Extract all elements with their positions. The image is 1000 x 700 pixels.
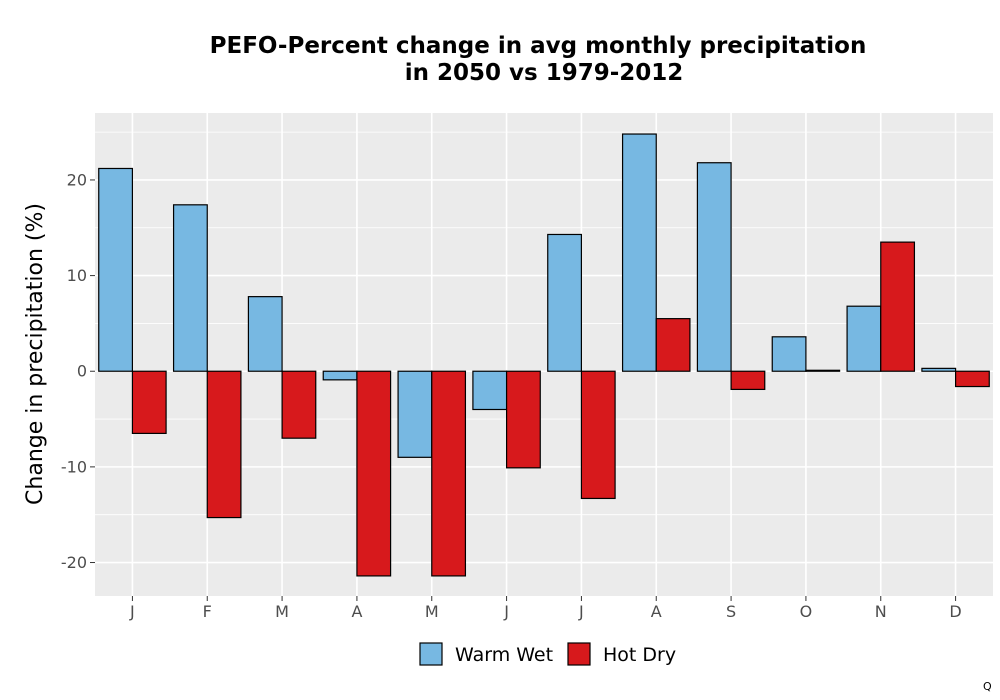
- bar-hot-dry-12: [954, 370, 990, 388]
- x-tick-label: J: [129, 602, 135, 621]
- x-tick-label: F: [203, 602, 212, 621]
- bar-warm-wet-12: [921, 367, 957, 372]
- bar-warm-wet-10: [771, 336, 807, 372]
- bars: [98, 133, 990, 577]
- x-tick-label: J: [578, 602, 584, 621]
- bar-warm-wet-6: [472, 370, 508, 411]
- y-tick-label: -10: [61, 457, 87, 476]
- legend-label-warm-wet: Warm Wet: [455, 644, 553, 666]
- x-tick-label: M: [425, 602, 439, 621]
- legend-label-hot-dry: Hot Dry: [603, 644, 676, 666]
- bar-hot-dry-3: [281, 370, 317, 439]
- x-tick-label: M: [275, 602, 289, 621]
- bar-warm-wet-7: [547, 233, 583, 372]
- bar-warm-wet-3: [247, 296, 283, 372]
- legend-key-hot-dry: [567, 642, 591, 666]
- y-axis-title: Change in precipitation (%): [23, 203, 48, 505]
- y-tick-label: 10: [67, 266, 87, 285]
- y-tick-label: -20: [61, 553, 87, 572]
- x-tick-label: O: [800, 602, 813, 621]
- plot-panel: [95, 113, 993, 596]
- x-tick-label: D: [949, 602, 961, 621]
- bar-hot-dry-7: [580, 370, 616, 500]
- bar-hot-dry-6: [505, 370, 541, 469]
- y-axis-ticks: -20 -10 0 10 20: [61, 170, 95, 572]
- legend: Warm Wet Hot Dry: [419, 642, 676, 666]
- bar-warm-wet-8: [621, 133, 657, 372]
- bar-warm-wet-5: [397, 370, 433, 458]
- chart-subtitle: in 2050 vs 1979-2012: [405, 60, 684, 86]
- bar-hot-dry-8: [655, 318, 691, 372]
- bar-hot-dry-11: [880, 241, 916, 372]
- x-tick-label: A: [651, 602, 662, 621]
- grid-minor: [95, 131, 993, 516]
- bar-warm-wet-4: [322, 370, 358, 381]
- bar-warm-wet-1: [98, 167, 134, 372]
- x-tick-label: N: [875, 602, 887, 621]
- bar-hot-dry-4: [356, 370, 392, 577]
- bar-warm-wet-9: [696, 162, 732, 372]
- x-tick-label: J: [503, 602, 509, 621]
- chart-title: PEFO-Percent change in avg monthly preci…: [210, 33, 867, 59]
- bar-hot-dry-1: [131, 370, 167, 435]
- footnote: Q: [983, 680, 992, 693]
- bar-warm-wet-2: [172, 204, 208, 372]
- y-tick-label: 20: [67, 170, 87, 189]
- bar-hot-dry-9: [730, 370, 766, 391]
- x-tick-label: S: [726, 602, 736, 621]
- bar-warm-wet-11: [846, 305, 882, 372]
- x-tick-label: A: [351, 602, 362, 621]
- y-tick-label: 0: [77, 362, 87, 381]
- bar-hot-dry-5: [431, 370, 467, 577]
- bar-hot-dry-2: [206, 370, 242, 519]
- legend-key-warm-wet: [419, 642, 443, 666]
- bar-hot-dry-10: [805, 369, 841, 372]
